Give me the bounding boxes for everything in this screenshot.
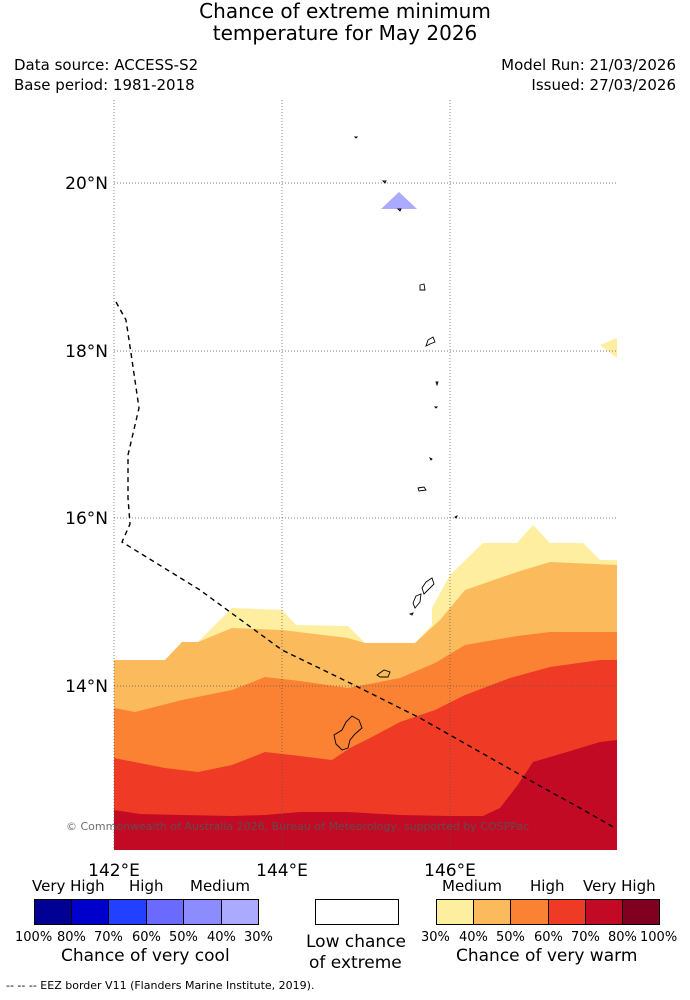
warm-pct-80: 80% [608, 930, 637, 945]
island-agrihan [419, 283, 426, 291]
cool-caption: Chance of very cool [61, 946, 230, 966]
warm-swatch-60-70 [548, 899, 586, 925]
gridlines [113, 100, 617, 850]
island-far-pajaros [454, 514, 459, 519]
warm-pct-60: 60% [534, 930, 563, 945]
island-asuncion [396, 208, 402, 212]
warm-heading-very-high: Very High [583, 877, 656, 895]
warm-swatch-30-40 [436, 899, 474, 925]
lat-label-20n: 20°N [65, 174, 108, 194]
warm-heading-high: High [530, 877, 565, 895]
cool-heading-very-high: Very High [32, 877, 105, 895]
copyright-notice: © Commonwealth of Australia 2026, Bureau… [66, 820, 529, 833]
warm-caption: Chance of very warm [456, 946, 638, 966]
lat-label-14n: 14°N [65, 677, 108, 697]
lon-label-144e: 144°E [256, 861, 308, 881]
warm-70-80-area [114, 740, 617, 850]
cool-pct-100: 100% [15, 930, 53, 945]
cool-swatch-30-40 [221, 899, 259, 925]
cool-swatch-70-80 [71, 899, 109, 925]
cool-swatch-80-100 [34, 899, 72, 925]
island-rota [376, 669, 391, 678]
eez-border-line [115, 301, 616, 829]
model-run: Model Run: 21/03/2026 [501, 56, 676, 74]
island-sarigan [417, 486, 427, 492]
warm-swatch-40-50 [473, 899, 511, 925]
lon-label-146e: 146°E [424, 861, 476, 881]
warm-heading-medium: Medium [442, 877, 502, 895]
island-maug [381, 180, 387, 184]
cool-heading-high: High [129, 877, 164, 895]
island-saipan [421, 577, 435, 595]
lat-label-16n: 16°N [65, 509, 108, 529]
warm-swatch-70-80 [585, 899, 623, 925]
cool-pct-40: 40% [207, 930, 236, 945]
cool-pct-50: 50% [169, 930, 198, 945]
warm-pct-70: 70% [571, 930, 600, 945]
lon-label-142e: 142°E [88, 861, 140, 881]
warm-pct-30: 30% [421, 930, 450, 945]
lat-label-18n: 18°N [65, 342, 108, 362]
cool-pct-70: 70% [94, 930, 123, 945]
warm-pct-50: 50% [496, 930, 525, 945]
island-tinian [412, 593, 422, 609]
warm-30-40-edge-area [600, 338, 617, 358]
cool-swatch-50-60 [146, 899, 184, 925]
island-farallon [353, 136, 359, 139]
island-anatahan [428, 456, 433, 461]
title-line-1: Chance of extreme minimum [199, 0, 491, 23]
island-guam [333, 715, 363, 751]
cool-swatch-40-50 [183, 899, 222, 925]
islands [333, 136, 459, 751]
warm-60-70-area [114, 660, 617, 850]
issued-date: Issued: 27/03/2026 [531, 76, 676, 94]
island-aguijan [408, 612, 414, 616]
warm-swatch-50-60 [510, 899, 549, 925]
probability-field [114, 192, 617, 850]
title-line-2: temperature for May 2026 [212, 21, 478, 45]
eez-footnote: -- -- -- EEZ border V11 (Flanders Marine… [6, 979, 315, 992]
cool-swatch-60-70 [108, 899, 147, 925]
cool-30-40-area [381, 192, 417, 209]
warm-pct-100: 100% [640, 930, 678, 945]
neutral-caption-line-1: Low chance [306, 932, 406, 952]
island-pagan [425, 336, 436, 347]
cool-pct-80: 80% [57, 930, 86, 945]
warm-pct-40: 40% [459, 930, 488, 945]
island-guguan [433, 406, 439, 409]
cool-heading-medium: Medium [190, 877, 250, 895]
neutral-swatch [315, 899, 399, 925]
cool-pct-30: 30% [244, 930, 273, 945]
neutral-caption-line-2: of extreme [309, 953, 402, 973]
base-period: Base period: 1981-2018 [14, 76, 195, 94]
cool-pct-60: 60% [132, 930, 161, 945]
island-alamagan [435, 381, 439, 387]
warm-swatch-80-100 [622, 899, 660, 925]
data-source: Data source: ACCESS-S2 [14, 56, 199, 74]
